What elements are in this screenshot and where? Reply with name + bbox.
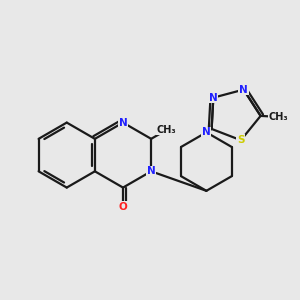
- Text: CH₃: CH₃: [157, 125, 176, 135]
- Text: N: N: [202, 127, 211, 137]
- Text: N: N: [118, 118, 127, 128]
- Text: N: N: [209, 93, 218, 103]
- Text: O: O: [118, 202, 127, 212]
- Text: CH₃: CH₃: [268, 112, 288, 122]
- Text: N: N: [147, 166, 155, 176]
- Text: N: N: [239, 85, 248, 94]
- Text: S: S: [237, 135, 244, 145]
